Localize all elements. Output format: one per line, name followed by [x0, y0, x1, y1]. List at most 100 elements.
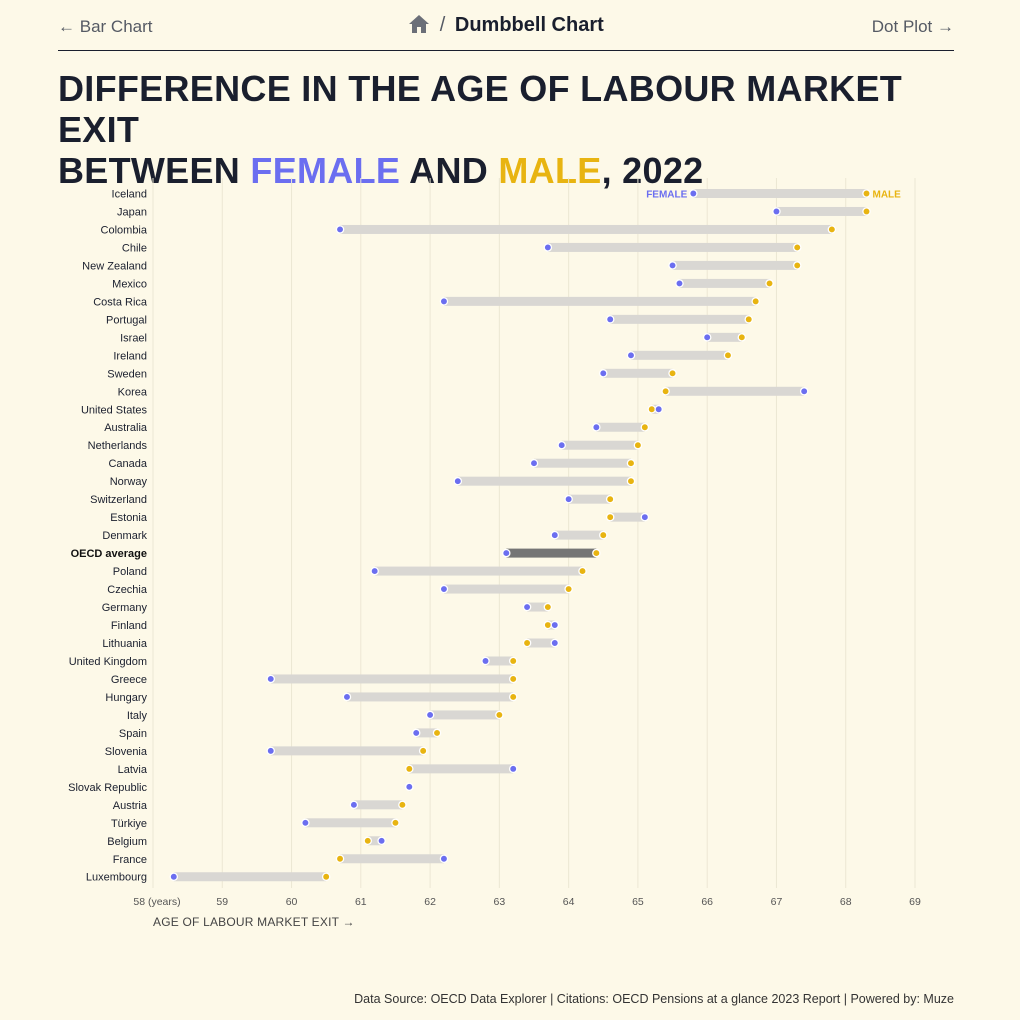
- male-point: [599, 530, 608, 540]
- female-point: [411, 728, 421, 738]
- dumbbell-row: Denmark: [102, 530, 608, 542]
- range-bar: [506, 548, 597, 558]
- country-label: Luxembourg: [86, 872, 147, 884]
- country-label: Latvia: [118, 764, 148, 776]
- dumbbell-row: Slovenia: [105, 746, 428, 758]
- male-point: [522, 638, 532, 648]
- male-point: [792, 243, 802, 252]
- range-bar: [270, 746, 424, 756]
- country-label: Belgium: [107, 836, 147, 848]
- range-bar: [707, 332, 742, 342]
- female-point: [668, 261, 677, 270]
- x-tick-label: 60: [286, 896, 298, 908]
- country-label: Portugal: [106, 314, 147, 326]
- x-tick-label: 68: [840, 896, 852, 908]
- dumbbell-row: Sweden: [107, 368, 677, 380]
- home-icon[interactable]: [408, 14, 430, 40]
- female-point: [425, 710, 435, 720]
- female-point: [626, 351, 636, 360]
- male-point: [335, 854, 345, 864]
- x-tick-label: 58 (years): [133, 896, 180, 908]
- male-point: [626, 476, 636, 486]
- range-bar: [430, 710, 500, 720]
- x-axis-label: AGE OF LABOUR MARKET EXIT →: [153, 915, 355, 929]
- female-point: [550, 620, 560, 630]
- male-point: [418, 746, 428, 756]
- dumbbell-row: Switzerland: [90, 494, 615, 506]
- country-label: Finland: [111, 620, 147, 632]
- female-point: [266, 746, 276, 756]
- male-point: [391, 818, 400, 828]
- country-label: Lithuania: [102, 638, 148, 650]
- range-bar: [554, 530, 604, 540]
- country-label: Norway: [110, 476, 148, 488]
- male-point: [564, 584, 573, 594]
- range-bar: [527, 638, 555, 648]
- title-and-word: AND: [400, 150, 499, 191]
- dumbbell-row: Chile: [122, 242, 802, 254]
- male-point: [668, 369, 677, 378]
- dumbbell-row: Israel: [120, 332, 747, 344]
- country-label: Australia: [104, 422, 148, 434]
- dumbbell-row: United Kingdom: [69, 656, 518, 668]
- range-bar: [610, 314, 749, 324]
- male-point: [737, 333, 747, 342]
- male-point: [495, 710, 504, 720]
- male-point: [508, 674, 518, 684]
- range-bar: [776, 206, 867, 216]
- male-point: [605, 494, 615, 504]
- prev-chart-link[interactable]: ← Bar Chart: [58, 17, 152, 37]
- male-point: [363, 836, 372, 846]
- top-navigation: ← Bar Chart / Dumbbell Chart Dot Plot →: [58, 14, 954, 51]
- female-point: [675, 279, 684, 288]
- dumbbell-row: Korea: [118, 386, 809, 398]
- title-female-word: FEMALE: [250, 150, 401, 191]
- male-point: [633, 440, 643, 450]
- dumbbell-row: Italy: [127, 710, 504, 722]
- dumbbell-row: Latvia: [118, 764, 518, 776]
- country-label: Denmark: [102, 530, 147, 542]
- male-point: [744, 315, 753, 324]
- male-point: [765, 279, 774, 288]
- country-label: Czechia: [107, 584, 148, 596]
- range-bar: [305, 818, 396, 828]
- range-bar: [561, 440, 638, 450]
- male-point: [592, 548, 601, 558]
- male-point: [751, 297, 760, 306]
- chart-title: DIFFERENCE IN THE AGE OF LABOUR MARKET E…: [58, 68, 978, 191]
- dumbbell-row: Greece: [111, 674, 518, 686]
- dumbbell-row: France: [113, 854, 449, 866]
- x-tick-label: 65: [632, 896, 644, 908]
- female-point: [342, 692, 352, 702]
- x-tick-label: 67: [771, 896, 783, 908]
- female-series-label: FEMALE: [646, 190, 687, 201]
- arrow-right-icon: →: [937, 17, 954, 36]
- dumbbell-row: Ireland: [113, 350, 733, 362]
- next-chart-link[interactable]: Dot Plot →: [872, 17, 954, 37]
- country-label: OECD average: [71, 548, 147, 560]
- range-bar: [596, 422, 645, 432]
- prev-chart-label: Bar Chart: [79, 17, 153, 36]
- dumbbell-row: Hungary: [105, 692, 518, 704]
- dumbbell-chart: 58 (years) 59 60 61 62 63 64 65 66 67 68 69 AGE OF L…: [68, 178, 921, 929]
- female-point: [529, 458, 539, 468]
- female-point: [702, 333, 712, 342]
- male-point: [508, 692, 518, 702]
- male-point: [432, 728, 442, 738]
- country-label: Italy: [127, 710, 148, 722]
- range-bar: [374, 566, 583, 576]
- country-label: Germany: [102, 602, 148, 614]
- range-bar: [485, 656, 514, 666]
- female-point: [564, 494, 573, 504]
- range-bar: [672, 260, 798, 270]
- male-point: [398, 800, 407, 810]
- breadcrumb-separator: /: [439, 14, 446, 36]
- dumbbell-row: United States: [81, 404, 663, 416]
- male-point: [661, 387, 670, 396]
- country-label: Switzerland: [90, 494, 147, 506]
- range-bar: [457, 476, 631, 486]
- x-tick-label: 64: [563, 896, 575, 908]
- x-tick-label: 66: [701, 896, 713, 908]
- country-label: Netherlands: [88, 440, 148, 452]
- female-point: [557, 440, 566, 450]
